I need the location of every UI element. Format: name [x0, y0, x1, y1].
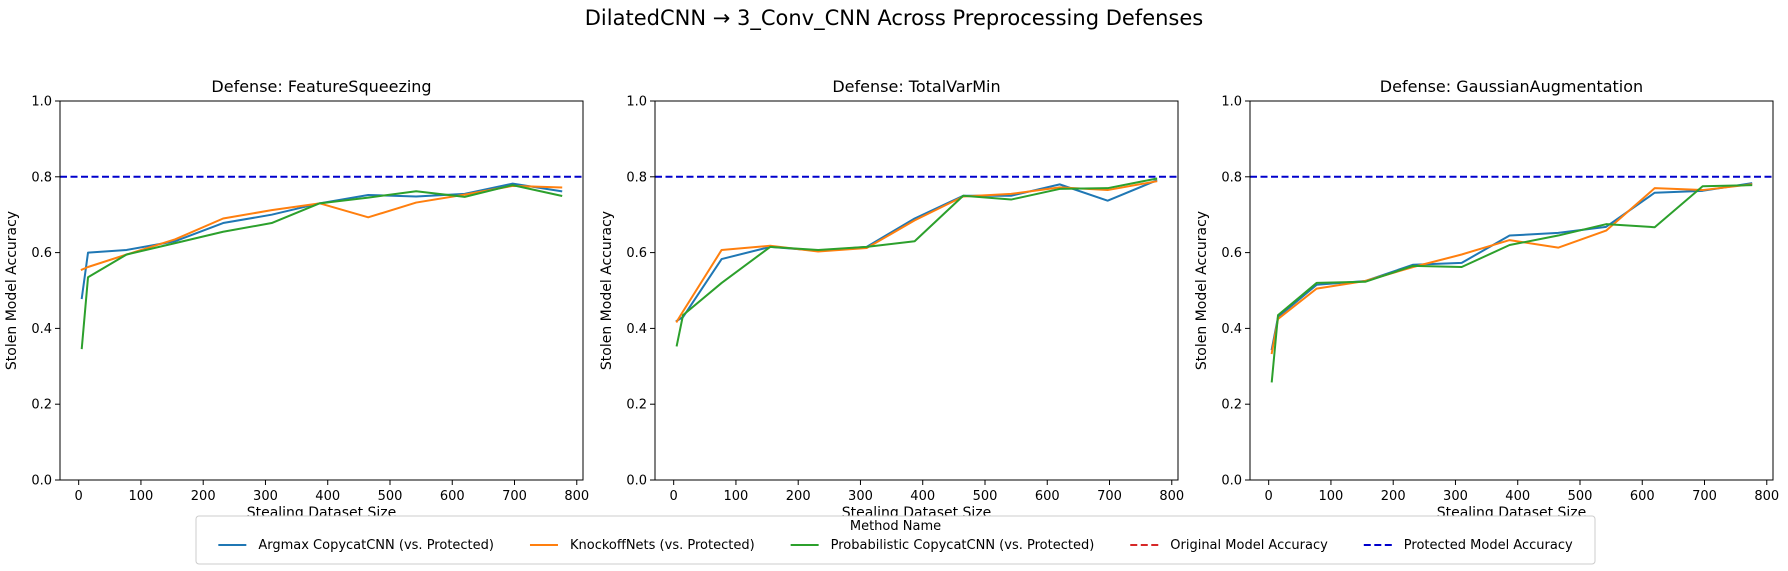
y-tick-label: 0.6: [1221, 246, 1242, 261]
x-tick-label: 0: [1265, 489, 1273, 504]
legend-entry-argmax-copycatcnn-vs-protected: Argmax CopycatCNN (vs. Protected): [218, 538, 494, 553]
y-axis-label: Stolen Model Accuracy: [599, 211, 615, 370]
series-line-probabilistic-copycatcnn-vs-protected: [675, 177, 1158, 347]
y-tick-label: 0.0: [626, 474, 647, 489]
panel-title: Defense: FeatureSqueezing: [211, 77, 431, 96]
legend-title: Method Name: [850, 519, 941, 534]
x-tick-label: 800: [1754, 489, 1779, 504]
x-tick-label: 200: [1381, 489, 1406, 504]
legend-entry-original-model-accuracy: Original Model Accuracy: [1130, 538, 1328, 553]
y-axis-label: Stolen Model Accuracy: [4, 211, 20, 370]
x-tick-label: 300: [1443, 489, 1468, 504]
panel-title: Defense: TotalVarMin: [832, 77, 1000, 96]
legend-entry-knockoffnets-vs-protected: KnockoffNets (vs. Protected): [529, 538, 755, 553]
panel-defense-featuresqueezing: Defense: FeatureSqueezing 0 100 200 300 400 50…: [4, 77, 589, 521]
series-line-probabilistic-copycatcnn-vs-protected: [80, 184, 563, 350]
plot-frame: [654, 100, 1179, 481]
x-tick-label: 600: [1630, 489, 1655, 504]
y-tick-label: 0.2: [1221, 398, 1242, 413]
legend-entry-protected-model-accuracy: Protected Model Accuracy: [1363, 538, 1573, 553]
x-tick-label: 700: [1097, 489, 1122, 504]
x-tick-label: 0: [670, 489, 678, 504]
x-tick-label: 300: [848, 489, 873, 504]
series-line-argmax-copycatcnn-vs-protected: [80, 182, 563, 300]
y-tick-label: 0.8: [1221, 170, 1242, 185]
chart-panels: Defense: FeatureSqueezing 0 100 200 300 400 50…: [4, 77, 1779, 521]
x-tick-label: 600: [1035, 489, 1060, 504]
y-tick-label: 0.2: [31, 398, 52, 413]
legend-label: Original Model Accuracy: [1170, 538, 1328, 553]
series-line-argmax-copycatcnn-vs-protected: [1270, 182, 1753, 351]
y-tick-label: 0.8: [31, 170, 52, 185]
y-tick-label: 0.6: [626, 246, 647, 261]
y-tick-label: 0.0: [1221, 474, 1242, 489]
x-tick-label: 0: [75, 489, 83, 504]
x-tick-label: 100: [129, 489, 154, 504]
x-tick-label: 500: [973, 489, 998, 504]
legend-label: Probabilistic CopycatCNN (vs. Protected): [831, 538, 1095, 553]
series-line-knockoffnets-vs-protected: [80, 184, 563, 271]
series-line-probabilistic-copycatcnn-vs-protected: [1270, 184, 1753, 383]
series-line-argmax-copycatcnn-vs-protected: [675, 179, 1158, 323]
x-tick-label: 700: [502, 489, 527, 504]
x-tick-label: 800: [564, 489, 589, 504]
x-tick-label: 200: [786, 489, 811, 504]
plot-frame: [1249, 100, 1774, 481]
y-tick-label: 0.8: [626, 170, 647, 185]
panel-title: Defense: GaussianAugmentation: [1380, 77, 1643, 96]
y-tick-label: 0.4: [1221, 322, 1242, 337]
panel-defense-totalvarmin: Defense: TotalVarMin 0 100 200 300 400 500 600 7…: [599, 77, 1184, 521]
x-tick-label: 800: [1159, 489, 1184, 504]
plot-frame: [59, 100, 584, 481]
y-axis-label: Stolen Model Accuracy: [1194, 211, 1210, 370]
legend-label: KnockoffNets (vs. Protected): [570, 538, 755, 553]
x-tick-label: 500: [1568, 489, 1593, 504]
series-line-knockoffnets-vs-protected: [1270, 183, 1753, 355]
panel-defense-gaussianaugmentation: Defense: GaussianAugmentation 0 100 200 300 4…: [1194, 77, 1779, 521]
legend-label: Protected Model Accuracy: [1404, 538, 1573, 553]
x-tick-label: 400: [910, 489, 935, 504]
y-tick-label: 0.4: [31, 322, 52, 337]
x-tick-label: 300: [253, 489, 278, 504]
x-tick-label: 400: [1505, 489, 1530, 504]
y-tick-label: 1.0: [1221, 95, 1242, 110]
x-tick-label: 700: [1692, 489, 1717, 504]
legend-entry-probabilistic-copycatcnn-vs-protected: Probabilistic CopycatCNN (vs. Protected): [790, 538, 1095, 553]
y-tick-label: 1.0: [31, 95, 52, 110]
x-tick-label: 100: [724, 489, 749, 504]
figure-suptitle: DilatedCNN → 3_Conv_CNN Across Preproces…: [585, 6, 1203, 31]
x-tick-label: 100: [1319, 489, 1344, 504]
x-tick-label: 400: [315, 489, 340, 504]
legend-label: Argmax CopycatCNN (vs. Protected): [258, 538, 494, 553]
x-tick-label: 200: [191, 489, 216, 504]
legend-box: [195, 515, 1596, 565]
y-tick-label: 0.2: [626, 398, 647, 413]
legend: Method Name Argmax CopycatCNN (vs. Protec…: [195, 515, 1596, 565]
y-tick-label: 0.4: [626, 322, 647, 337]
y-tick-label: 0.6: [31, 246, 52, 261]
y-tick-label: 1.0: [626, 95, 647, 110]
y-tick-label: 0.0: [31, 474, 52, 489]
x-tick-label: 500: [378, 489, 403, 504]
x-tick-label: 600: [440, 489, 465, 504]
